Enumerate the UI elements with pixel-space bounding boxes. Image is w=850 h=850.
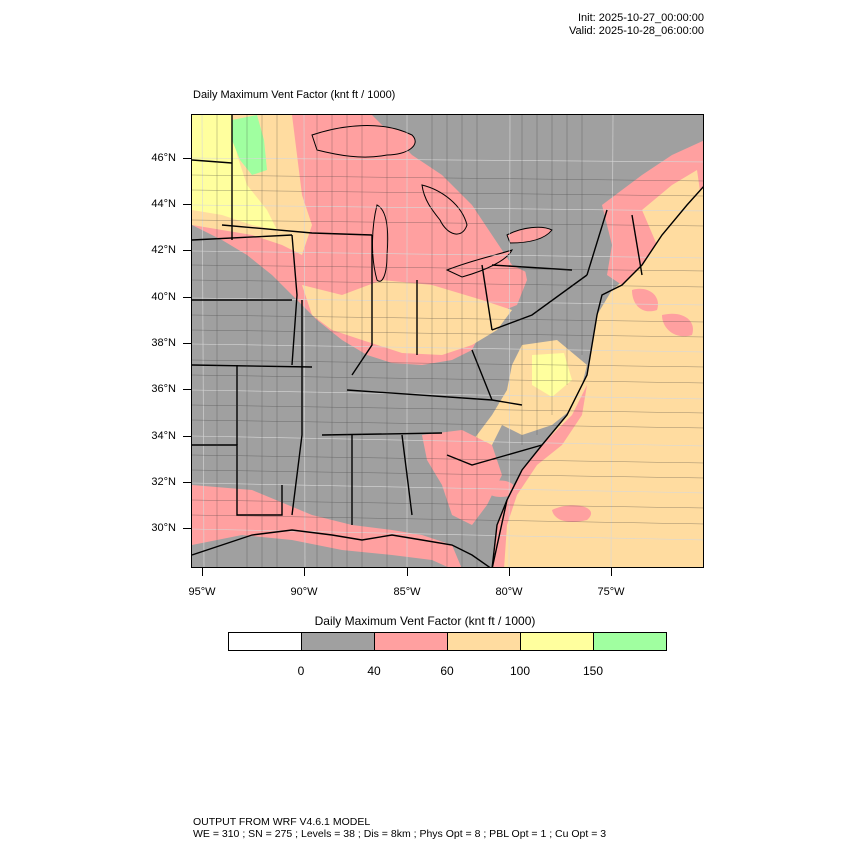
northwest-green-region [232, 115, 267, 175]
lat-label-38: 38°N [151, 337, 176, 349]
gulf-water-grey [192, 535, 448, 567]
lon-tick [509, 568, 510, 576]
atlantic-tan-region [492, 187, 703, 567]
lat-tick [183, 297, 191, 298]
lon-tick [407, 568, 408, 576]
valid-time: Valid: 2025-10-28_06:00:00 [569, 25, 704, 37]
model-footer: OUTPUT FROM WRF V4.6.1 MODEL WE = 310 ; … [193, 816, 606, 840]
lat-label-30: 30°N [151, 522, 176, 534]
lon-label-85: 85°W [393, 586, 421, 598]
coastal-pink-band [492, 385, 587, 567]
lat-tick [183, 204, 191, 205]
lat-label-40: 40°N [151, 291, 176, 303]
init-time: Init: 2025-10-27_00:00:00 [578, 12, 704, 24]
lat-tick [183, 482, 191, 483]
ocean-pink-patch-2 [662, 313, 693, 337]
legend-tick-150: 150 [582, 664, 604, 678]
graticule [192, 115, 703, 567]
legend-title: Daily Maximum Vent Factor (knt ft / 1000… [314, 614, 536, 628]
lat-label-42: 42°N [151, 244, 176, 256]
lat-tick [183, 158, 191, 159]
map-title: Daily Maximum Vent Factor (knt ft / 1000… [193, 89, 396, 101]
lon-label-90: 90°W [290, 586, 318, 598]
legend-tick-100: 100 [509, 664, 531, 678]
legend-swatch-above-150 [594, 633, 666, 650]
legend-swatch-40-60 [375, 633, 448, 650]
lon-label-75: 75°W [597, 586, 625, 598]
lat-tick [183, 250, 191, 251]
lon-tick [202, 568, 203, 576]
lat-label-36: 36°N [151, 383, 176, 395]
lat-tick [183, 528, 191, 529]
footer-model-line: OUTPUT FROM WRF V4.6.1 MODEL [193, 816, 371, 828]
legend-swatch-below-0 [229, 633, 302, 650]
lat-label-46: 46°N [151, 152, 176, 164]
legend-tick-60: 60 [440, 664, 454, 678]
legend-swatch-0-40 [302, 633, 375, 650]
lon-label-95: 95°W [188, 586, 216, 598]
county-boundaries [192, 115, 703, 567]
lon-tick [611, 568, 612, 576]
coastline [491, 186, 703, 567]
lake-superior [311, 125, 416, 158]
northeast-grey-region [372, 115, 703, 275]
lat-tick [183, 389, 191, 390]
header-run-info: Init: 2025-10-27_00:00:00 Valid: 2025-10… [569, 12, 704, 38]
legend-swatch-60-100 [448, 633, 521, 650]
legend-swatch-100-150 [521, 633, 594, 650]
lat-tick [183, 436, 191, 437]
ocean-pink-patch-4 [552, 505, 592, 522]
footer-config-line: WE = 310 ; SN = 275 ; Levels = 38 ; Dis … [193, 828, 607, 840]
legend-tick-0: 0 [297, 664, 305, 678]
lake-erie [445, 249, 513, 278]
lat-label-32: 32°N [151, 476, 176, 488]
lat-label-44: 44°N [151, 198, 176, 210]
ocean-pink-patch-1 [632, 288, 658, 312]
map-frame [191, 114, 704, 568]
legend-colorbar [228, 632, 667, 651]
vent-factor-map [192, 115, 703, 567]
lake-huron [421, 184, 468, 235]
gulf-coastline [192, 529, 491, 567]
lake-michigan [371, 204, 389, 282]
legend-tick-40: 40 [367, 664, 381, 678]
state-boundaries [192, 115, 643, 567]
lat-label-34: 34°N [151, 430, 176, 442]
northwest-yellow-region [192, 115, 277, 230]
lon-label-80: 80°W [495, 586, 523, 598]
lat-tick [183, 343, 191, 344]
lon-tick [304, 568, 305, 576]
new-england-tan-region [642, 170, 702, 245]
